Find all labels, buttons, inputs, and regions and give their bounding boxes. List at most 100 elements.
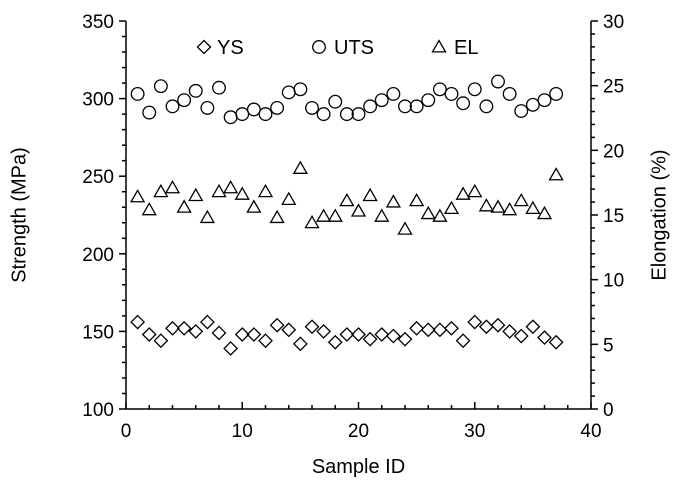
legend: YS UTS EL [196, 37, 478, 59]
ys-point [351, 327, 366, 342]
el-point [443, 200, 460, 215]
ys-point [316, 323, 332, 339]
x-tick-label: 30 [464, 421, 485, 442]
y2-axis-title: Elongation (%) [648, 149, 670, 280]
legend-marker-uts [312, 40, 326, 54]
el-point [164, 180, 181, 194]
uts-point [432, 82, 447, 97]
ys-point [199, 314, 215, 330]
uts-point [188, 83, 203, 98]
uts-point [339, 107, 354, 122]
uts-point [444, 86, 459, 101]
y-tick-label: 150 [82, 322, 114, 343]
uts-point [537, 93, 552, 108]
y2-tick-label: 25 [603, 77, 624, 98]
ys-point [269, 317, 285, 333]
x-tick-label: 10 [232, 421, 253, 442]
marks [130, 74, 564, 356]
el-point [374, 208, 390, 222]
uts-point [153, 79, 168, 94]
uts-point [177, 93, 192, 108]
ys-point [537, 330, 552, 346]
el-point [478, 198, 494, 212]
series-el [130, 160, 564, 235]
y-axis-title: Strength (MPa) [8, 147, 30, 283]
ys-point [246, 327, 262, 342]
y2-tick-label: 15 [603, 206, 624, 227]
ys-point [153, 333, 169, 349]
el-point [502, 202, 518, 216]
ys-point [467, 314, 483, 330]
uts-point [549, 86, 564, 101]
y-tick-label: 200 [82, 245, 114, 266]
uts-point [328, 94, 343, 109]
uts-point [467, 82, 482, 97]
el-point [525, 200, 541, 215]
el-point [316, 208, 332, 222]
x-axis-title: Sample ID [312, 456, 405, 478]
y2-tick-label: 30 [603, 12, 624, 33]
uts-point [305, 100, 319, 115]
el-point [350, 203, 367, 217]
el-point [513, 192, 529, 207]
el-point [467, 183, 483, 198]
ys-point [281, 322, 297, 338]
uts-point [130, 86, 145, 101]
el-point [176, 199, 192, 213]
uts-point [142, 105, 157, 120]
uts-point [502, 86, 517, 101]
x-tick-label: 40 [580, 421, 601, 442]
ys-point [444, 320, 459, 336]
el-point [281, 191, 297, 206]
ys-point [362, 331, 378, 347]
legend-label-ys: YS [217, 37, 244, 59]
ys-point [141, 327, 157, 342]
y2-tick-label: 10 [603, 271, 624, 292]
ys-point [304, 319, 320, 335]
legend-label-uts: UTS [334, 37, 374, 59]
legend-marker-ys [196, 39, 212, 55]
legend-label-el: EL [454, 37, 478, 59]
ys-point [502, 323, 518, 339]
ys-point [548, 334, 564, 350]
el-point [292, 160, 308, 174]
el-point [339, 192, 355, 207]
ys-point [478, 319, 494, 335]
uts-point [374, 93, 389, 108]
axes [125, 21, 592, 410]
uts-point [491, 74, 505, 89]
uts-point [316, 107, 331, 122]
ys-point [223, 341, 239, 356]
ys-point [455, 333, 471, 349]
el-point [153, 183, 169, 198]
el-point [269, 209, 285, 224]
el-point [327, 208, 343, 222]
ys-point [339, 327, 355, 342]
el-point [199, 209, 215, 224]
ys-point [258, 333, 273, 349]
el-point [536, 205, 553, 220]
tick-labels: 0 10 20 30 40 100 150 200 250 300 350 0 5 10 15 20 25 30 [82, 12, 624, 442]
el-point [385, 194, 401, 208]
ys-point [432, 322, 448, 338]
el-point [141, 202, 157, 216]
uts-point [456, 96, 471, 111]
ys-point [409, 320, 425, 336]
uts-point [212, 80, 226, 95]
y-tick-label: 100 [82, 400, 114, 421]
uts-point [514, 104, 529, 118]
el-point [130, 189, 146, 203]
el-point [211, 183, 227, 198]
ys-point [525, 319, 541, 335]
el-point [455, 186, 471, 200]
el-point [234, 186, 250, 200]
ticks [119, 20, 598, 410]
uts-point [421, 93, 436, 108]
ys-point [211, 325, 227, 341]
ys-point [234, 327, 250, 342]
el-point [409, 192, 425, 207]
ys-point [490, 317, 506, 333]
legend-marker-el [431, 39, 447, 53]
uts-point [351, 107, 366, 122]
